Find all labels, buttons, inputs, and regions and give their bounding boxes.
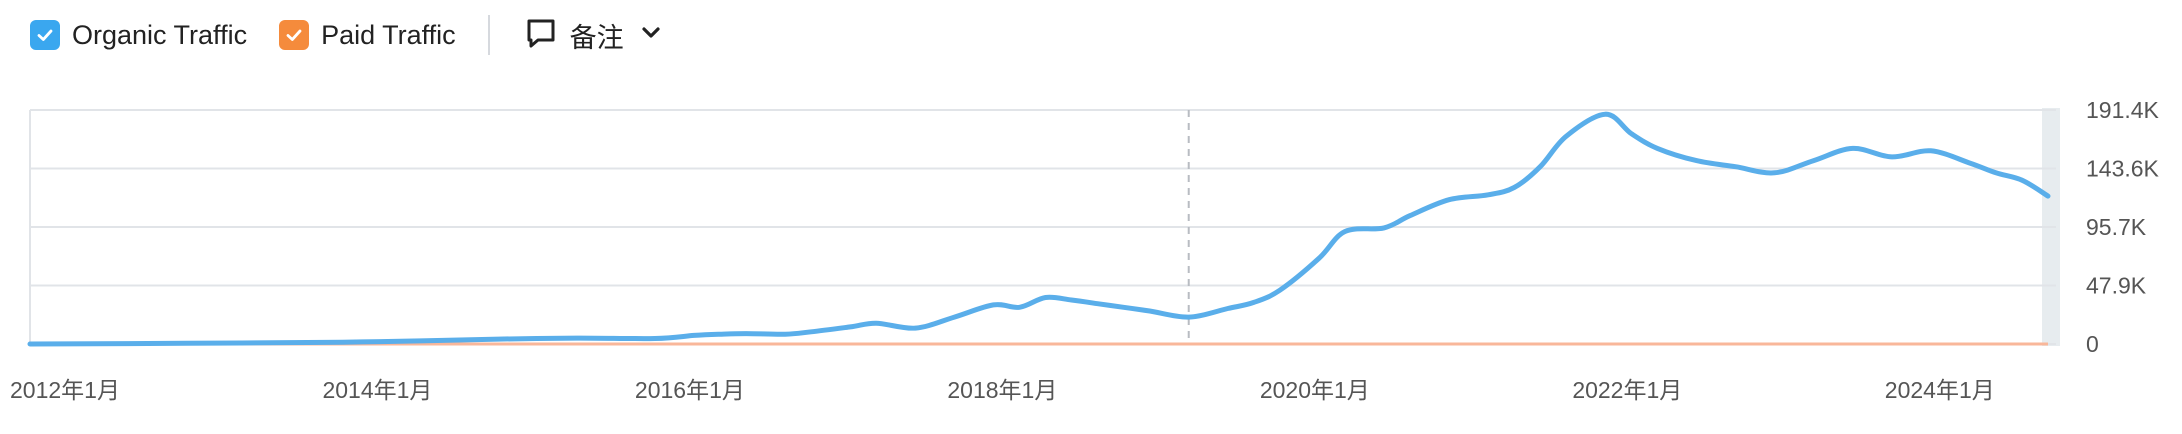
checkbox-check-icon (37, 29, 53, 41)
x-tick-label: 2024年1月 (1885, 377, 1995, 403)
chart-legend-toolbar: Organic Traffic Paid Traffic 备注 (30, 14, 664, 56)
paid-traffic-checkbox[interactable] (279, 20, 310, 50)
x-tick-label: 2018年1月 (947, 377, 1057, 403)
organic-traffic-label: Organic Traffic (72, 19, 248, 50)
checkbox-check-icon (286, 29, 302, 41)
y-tick-label: 95.7K (2086, 214, 2147, 240)
y-tick-label: 0 (2086, 331, 2099, 357)
organic-traffic-line (27, 111, 2051, 347)
legend-paid-traffic[interactable]: Paid Traffic (279, 20, 456, 51)
y-tick-label: 143.6K (2086, 156, 2160, 182)
comment-icon (524, 16, 558, 55)
toolbar-divider (487, 15, 490, 55)
x-tick-label: 2016年1月 (635, 377, 745, 403)
organic-traffic-checkbox[interactable] (30, 20, 60, 50)
notes-dropdown-button[interactable]: 备注 (524, 16, 664, 55)
x-tick-label: 2022年1月 (1572, 377, 1682, 403)
paid-traffic-label: Paid Traffic (321, 19, 456, 50)
x-tick-label: 2014年1月 (322, 377, 432, 403)
notes-label: 备注 (569, 22, 624, 53)
legend-organic-traffic[interactable]: Organic Traffic (30, 20, 247, 51)
chevron-down-icon (624, 20, 664, 51)
x-tick-label: 2012年1月 (10, 377, 120, 403)
y-tick-label: 47.9K (2086, 273, 2147, 299)
x-tick-label: 2020年1月 (1260, 377, 1370, 403)
y-tick-label: 191.4K (2086, 97, 2160, 123)
